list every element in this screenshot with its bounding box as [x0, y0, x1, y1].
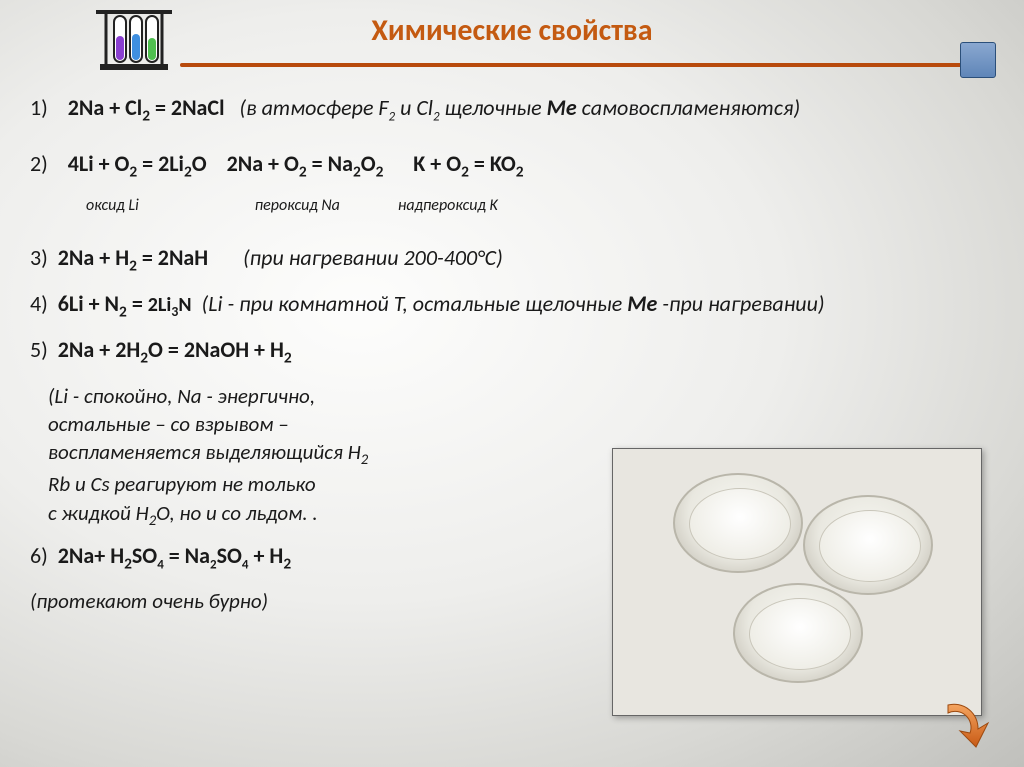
- equation-4: 4) 6Li + N2 = 2Li3N (Li - при комнатной …: [30, 289, 994, 323]
- eq-note: (при нагревании 200-400°С): [243, 244, 503, 271]
- eq-formula: 2Na+ H2SO4 = Na2SO4 + H2: [58, 542, 291, 569]
- eq-number: 5): [30, 336, 48, 363]
- eq-formula: K + O2 = KO2: [413, 150, 523, 177]
- eq-number: 6): [30, 542, 48, 569]
- equation-6: 6) 2Na+ H2SO4 = Na2SO4 + H2: [30, 541, 590, 575]
- equation-2-labels: оксид Li пероксид Na надпероксид K: [30, 195, 994, 217]
- eq6-note: (протекают очень бурно): [30, 587, 590, 615]
- eq-number: 2): [30, 150, 48, 177]
- eq-formula: 2Na + 2H2O = 2NaOH + H2: [58, 336, 292, 363]
- eq-note: (в атмосфере F2 и Cl2 щелочные Ме самово…: [239, 94, 800, 121]
- peroxide-label: пероксид Na: [139, 195, 340, 217]
- eq5-notes: (Li - спокойно, Na - энергично,остальные…: [30, 382, 590, 531]
- nav-forward-button[interactable]: [960, 42, 996, 78]
- eq-number: 1): [30, 94, 48, 121]
- superoxide-label: надпероксид K: [340, 195, 498, 217]
- eq-formula: 2Na + H2 = 2NaH: [58, 244, 208, 271]
- test-tubes-icon: [90, 6, 180, 81]
- eq-number: 3): [30, 244, 48, 271]
- petri-dishes-photo: [612, 448, 982, 716]
- equation-5: 5) 2Na + 2H2O = 2NaOH + H2: [30, 335, 590, 369]
- equation-1: 1) 2Na + Cl2 = 2NaCl (в атмосфере F2 и C…: [30, 93, 994, 127]
- equation-3: 3) 2Na + H2 = 2NaH (при нагревании 200-4…: [30, 243, 994, 277]
- eq-formula: 6Li + N2 = 2Li3N: [58, 290, 192, 317]
- eq-number: 4): [30, 290, 48, 317]
- next-arrow-button[interactable]: [938, 701, 994, 749]
- equation-2: 2) 4Li + O2 = 2Li2O 2Na + O2 = Na2O2 K +…: [30, 149, 994, 183]
- oxide-label: оксид Li: [30, 195, 139, 217]
- eq-formula: 2Na + Cl2 = 2NaCl: [68, 94, 225, 121]
- eq-formula: 4Li + O2 = 2Li2O: [68, 150, 207, 177]
- eq-note: (Li - при комнатной T, остальные щелочны…: [202, 290, 825, 317]
- eq-formula: 2Na + O2 = Na2O2: [227, 150, 384, 177]
